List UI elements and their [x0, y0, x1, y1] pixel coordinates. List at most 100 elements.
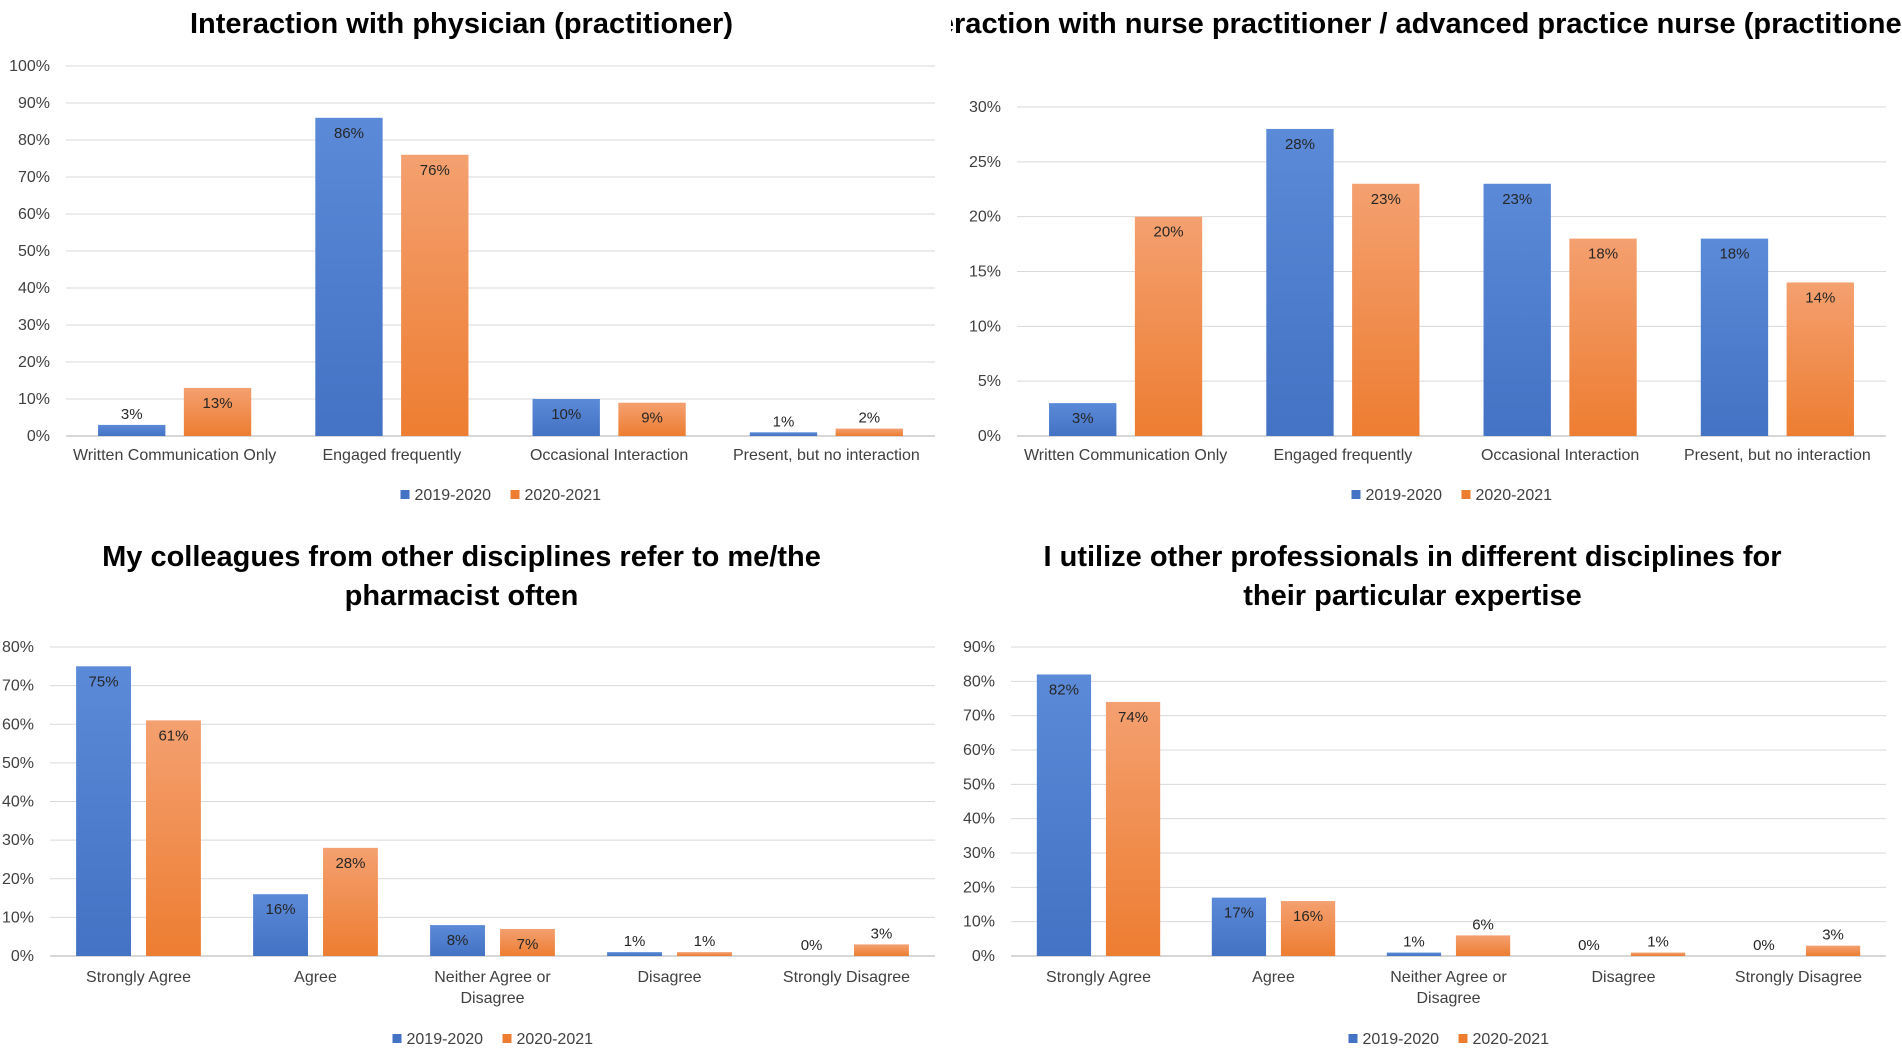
y-tick-label: 0% [972, 948, 995, 965]
category-label: Occasional Interaction [530, 447, 688, 464]
y-tick-label: 50% [2, 755, 34, 772]
y-tick-label: 90% [963, 639, 995, 656]
legend-swatch [1458, 1034, 1468, 1043]
data-label: 3% [1072, 410, 1094, 427]
chart-nurse-practitioner-interaction: Interaction with nurse practitioner / ad… [951, 0, 1902, 526]
data-label: 23% [1371, 191, 1401, 208]
chart-title: My colleagues from other disciplines ref… [102, 541, 821, 573]
category-label: Strongly Disagree [1735, 969, 1862, 986]
data-label: 6% [1472, 916, 1494, 933]
category-label: Engaged frequently [1273, 447, 1412, 464]
data-label: 10% [551, 406, 581, 423]
bar-2020-2021 [500, 928, 555, 956]
data-label: 28% [335, 855, 365, 872]
data-label: 0% [1578, 937, 1600, 954]
y-tick-label: 20% [18, 354, 50, 371]
y-tick-label: 40% [2, 794, 34, 811]
y-tick-label: 10% [2, 909, 34, 926]
data-label: 1% [773, 413, 795, 430]
bar-2020-2021 [1455, 935, 1511, 956]
y-tick-label: 5% [978, 373, 1001, 390]
data-label: 16% [266, 901, 296, 918]
legend-swatch [1351, 490, 1361, 499]
bar-2020-2021 [1105, 701, 1161, 956]
category-label: Strongly Agree [86, 969, 191, 986]
legend-label: 2020-2021 [517, 1031, 594, 1048]
bar-2019-2020 [1483, 183, 1551, 436]
chart-svg: I utilize other professionals in differe… [963, 541, 1886, 1048]
y-tick-label: 60% [963, 742, 995, 759]
bar-2020-2021 [146, 720, 201, 956]
bar-2019-2020 [315, 117, 383, 437]
data-label: 3% [121, 406, 143, 423]
bar-2020-2021 [618, 402, 686, 436]
bar-2019-2020 [430, 925, 485, 956]
bar-2020-2021 [323, 847, 378, 956]
bar-2020-2021 [183, 387, 252, 436]
legend-swatch [392, 1034, 402, 1043]
y-tick-label: 50% [963, 776, 995, 793]
bar-2019-2020 [1386, 952, 1442, 956]
category-label: Agree [1252, 969, 1295, 986]
legend-swatch [1348, 1034, 1358, 1043]
y-tick-label: 15% [969, 264, 1001, 281]
bar-2020-2021 [1630, 952, 1686, 956]
legend-label: 2019-2020 [1363, 1031, 1440, 1048]
y-tick-label: 60% [2, 716, 34, 733]
chart-svg: Interaction with nurse practitioner / ad… [951, 8, 1902, 504]
data-label: 82% [1049, 681, 1079, 698]
legend-label: 2020-2021 [525, 487, 602, 504]
legend-swatch [502, 1034, 512, 1043]
bar-2020-2021 [677, 952, 732, 956]
bar-2019-2020 [253, 894, 308, 956]
data-label: 16% [1293, 908, 1323, 925]
legend-swatch [1461, 490, 1471, 499]
y-tick-label: 30% [18, 317, 50, 334]
y-tick-label: 20% [969, 209, 1001, 226]
category-label: Disagree [460, 990, 524, 1007]
data-label: 18% [1588, 246, 1618, 263]
y-tick-label: 90% [18, 95, 50, 112]
category-label: Written Communication Only [73, 447, 276, 464]
chart-colleagues-refer: My colleagues from other disciplines ref… [0, 536, 951, 1052]
y-tick-label: 30% [969, 99, 1001, 116]
bar-2020-2021 [1786, 282, 1854, 436]
data-label: 8% [447, 932, 469, 949]
category-label: Present, but no interaction [733, 447, 920, 464]
y-tick-label: 80% [18, 132, 50, 149]
data-label: 14% [1805, 289, 1835, 306]
bar-2020-2021 [1569, 238, 1637, 436]
y-tick-label: 40% [18, 280, 50, 297]
bar-2020-2021 [1805, 945, 1861, 956]
bar-2019-2020 [749, 432, 818, 436]
data-label: 17% [1224, 905, 1254, 922]
data-label: 7% [517, 936, 539, 953]
legend-swatch [400, 490, 410, 499]
y-tick-label: 70% [2, 678, 34, 695]
data-label: 1% [624, 933, 646, 950]
bar-2019-2020 [1036, 674, 1092, 956]
y-tick-label: 20% [963, 879, 995, 896]
bar-2020-2021 [835, 428, 903, 436]
y-tick-label: 40% [963, 811, 995, 828]
y-tick-label: 80% [963, 673, 995, 690]
legend-label: 2019-2020 [415, 487, 492, 504]
category-label: Occasional Interaction [1481, 447, 1639, 464]
y-tick-label: 60% [18, 206, 50, 223]
y-tick-label: 100% [9, 58, 50, 75]
chart-title: Interaction with nurse practitioner / ad… [951, 8, 1902, 40]
chart-svg: Interaction with physician (practitioner… [9, 8, 935, 504]
y-tick-label: 70% [18, 169, 50, 186]
category-label: Neither Agree or [1390, 969, 1507, 986]
legend-label: 2020-2021 [1476, 487, 1553, 504]
data-label: 18% [1719, 246, 1749, 263]
data-label: 74% [1118, 709, 1148, 726]
data-label: 76% [420, 162, 450, 179]
data-label: 75% [89, 673, 119, 690]
data-label: 61% [158, 727, 188, 744]
data-label: 0% [1753, 937, 1775, 954]
y-tick-label: 20% [2, 871, 34, 888]
chart-title: their particular expertise [1243, 580, 1581, 612]
bar-2020-2021 [1280, 901, 1336, 956]
data-label: 3% [1822, 927, 1844, 944]
